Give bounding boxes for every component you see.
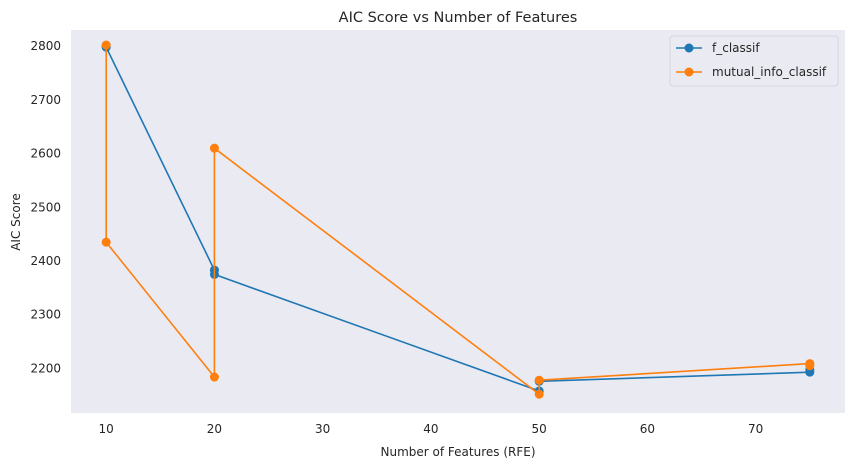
legend-marker-mutual-info-classif: [684, 67, 694, 77]
y-tick-label: 2600: [30, 147, 61, 161]
data-point-mutual-info-classif: [534, 389, 544, 399]
series-line-f-classif: [105, 46, 811, 392]
series-layer: [101, 40, 815, 399]
x-tick-label: 50: [532, 422, 547, 436]
x-tick-label: 40: [423, 422, 438, 436]
y-tick-label: 2200: [30, 361, 61, 375]
legend-label-f-classif: f_classif: [712, 41, 760, 55]
plot-background: [71, 30, 845, 413]
y-tick-label: 2400: [30, 254, 61, 268]
x-tick-label: 30: [315, 422, 330, 436]
x-tick-label: 70: [748, 422, 763, 436]
ticks-layer: 10 20 30 40 50 60 70 2200 2300 2400 2500 2600 2700 28…: [30, 39, 763, 436]
y-tick-label: 2700: [30, 93, 61, 107]
y-tick-label: 2300: [30, 308, 61, 322]
legend-marker-f-classif: [684, 43, 694, 53]
data-point-mutual-info-classif: [101, 237, 111, 247]
y-tick-label: 2800: [30, 39, 61, 53]
x-axis-label: Number of Features (RFE): [381, 445, 536, 459]
data-point-mutual-info-classif: [209, 143, 219, 153]
series-line-mutual-info-classif: [105, 45, 811, 396]
legend: f_classif mutual_info_classif: [669, 35, 839, 87]
legend-label-mutual-info-classif: mutual_info_classif: [712, 65, 827, 79]
legend-box: [669, 35, 839, 87]
x-tick-label: 10: [99, 422, 114, 436]
x-tick-label: 20: [207, 422, 222, 436]
y-tick-label: 2500: [30, 200, 61, 214]
x-tick-label: 60: [640, 422, 655, 436]
data-point-mutual-info-classif: [209, 372, 219, 382]
y-axis-label: AIC Score: [9, 193, 23, 251]
data-point-mutual-info-classif: [805, 361, 815, 371]
chart-title: AIC Score vs Number of Features: [339, 10, 578, 26]
data-point-mutual-info-classif: [101, 40, 111, 50]
data-point-mutual-info-classif: [534, 375, 544, 385]
